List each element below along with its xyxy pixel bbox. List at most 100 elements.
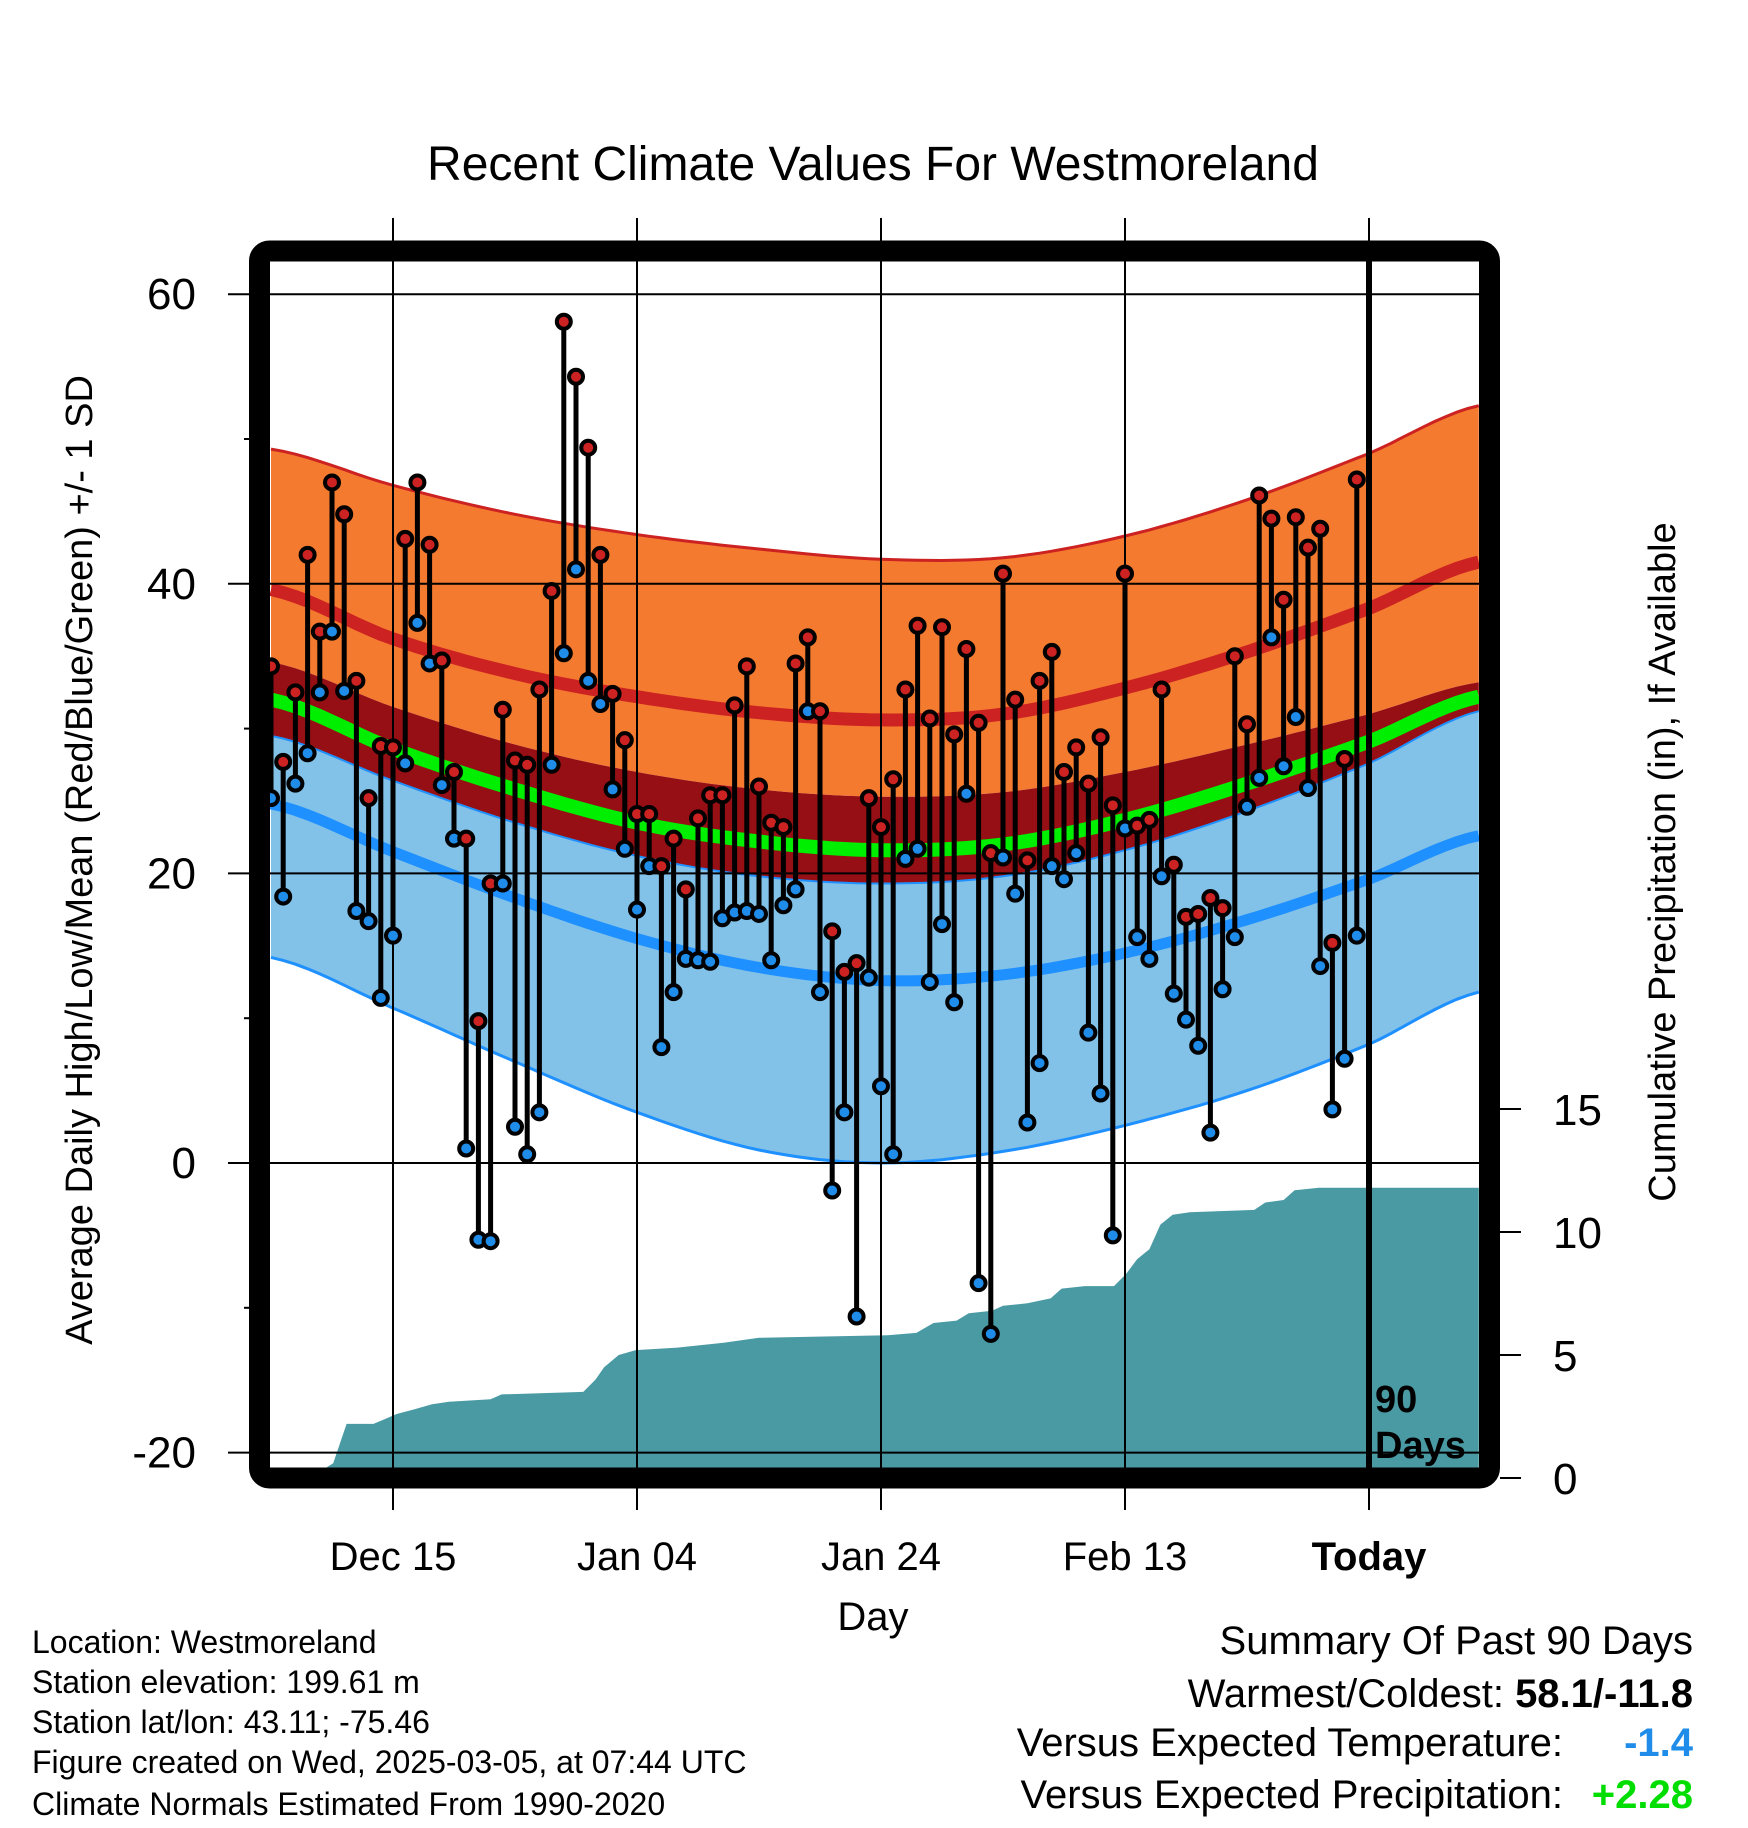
daily-low-point [493,874,512,893]
daily-high-point [994,564,1012,583]
daily-high-point [323,473,341,492]
daily-high-point [896,680,915,699]
daily-high-point [347,671,366,690]
daily-low-point [603,780,622,799]
x-axis-label: Day [837,1595,908,1639]
x-tick-label: Jan 04 [577,1535,697,1579]
daily-low-point [1201,1123,1220,1142]
y-tick-label: 0 [172,1139,196,1188]
daily-high-point [518,755,537,774]
today-days-label-2: Days [1375,1425,1466,1467]
daily-low-point [1335,1049,1354,1068]
daily-low-point [1140,949,1159,968]
daily-low-point [554,644,573,663]
daily-low-point [1213,980,1232,999]
footer-latlon: Station lat/lon: 43.11; -75.46 [32,1704,430,1740]
daily-low-point [1042,857,1061,876]
daily-low-point [896,849,915,868]
daily-low-point [518,1145,537,1164]
daily-low-point [884,1145,903,1164]
daily-high-point [798,628,817,647]
low-sd-band [271,711,1479,1163]
daily-high-point [750,777,768,796]
daily-high-point [713,786,732,805]
daily-high-point [847,954,866,973]
y2-axis-label: Cumulative Precipitation (in), If Availa… [1642,522,1684,1201]
daily-high-point [859,789,878,808]
y-axis-label: Average Daily High/Low/Mean (Red/Blue/Gr… [59,375,101,1345]
daily-high-point [1274,590,1293,609]
daily-high-point [1152,680,1171,699]
daily-high-point [1091,728,1110,747]
footer-location: Location: Westmoreland [32,1624,377,1660]
daily-high-point [1238,715,1256,734]
daily-low-point [1091,1084,1110,1103]
daily-high-point [1140,810,1159,829]
daily-low-point [811,983,829,1002]
summary-warmest-value: 58.1/-11.8 [1515,1672,1693,1716]
daily-high-point [957,639,976,658]
daily-high-point [1116,564,1134,583]
daily-low-point [823,1181,842,1200]
y2-tick-label: 0 [1553,1455,1577,1504]
daily-low-point [481,1232,500,1251]
y2-tick-label: 15 [1553,1086,1602,1135]
daily-high-point [1225,647,1244,666]
daily-high-point [567,367,585,386]
daily-high-point [1030,671,1049,690]
daily-high-point [579,438,598,457]
daily-low-point [1347,926,1366,945]
daily-low-point [652,1038,671,1057]
daily-low-point [981,1324,1000,1343]
daily-high-point [469,1012,488,1031]
daily-high-point [908,616,927,635]
daily-low-point [408,613,427,632]
daily-high-point [1335,750,1354,769]
daily-low-point [762,951,781,970]
daily-low-point [615,839,634,858]
daily-high-point [445,763,463,782]
daily-high-point [1103,796,1122,815]
daily-high-point [615,731,634,750]
daily-low-point [530,1103,549,1122]
daily-high-point [920,709,939,728]
daily-low-point [579,671,598,690]
daily-high-point [689,809,707,828]
high-sd-band [271,405,1479,797]
daily-high-point [664,829,683,848]
daily-high-point [396,529,415,548]
overlap-band [271,662,1479,884]
x-tick-label: Feb 13 [1063,1535,1188,1579]
daily-high-point [420,535,439,554]
daily-low-point [270,789,280,808]
daily-high-point [933,618,951,637]
daily-high-point [774,818,793,837]
summary-precip: Versus Expected Precipitation: +2.28 [1020,1775,1693,1815]
daily-high-point [1213,899,1232,918]
daily-high-point [1311,519,1330,538]
daily-low-point [1018,1113,1037,1132]
daily-low-point [591,694,610,713]
y-tick-label: 60 [147,270,196,319]
axis-labels: 60 40 20 0 -20 Dec 15 Jan 04 Jan 24 Feb 13 Today 1… [132,270,1602,1579]
summary-temp: Versus Expected Temperature: -1.4 [1017,1723,1693,1763]
daily-low-point [957,784,976,803]
summary-warmest-label: Warmest/Coldest: [1187,1672,1516,1716]
daily-low-point [969,1274,988,1293]
daily-high-point [737,657,756,676]
chart-title: Recent Climate Values For Westmoreland [427,138,1319,191]
daily-high-point [811,702,829,721]
daily-low-point [432,776,451,795]
precipitation-area [325,1187,1479,1468]
daily-low-point [1274,757,1293,776]
daily-high-point [286,683,305,702]
daily-low-point [872,1077,890,1096]
daily-low-point [506,1117,524,1136]
daily-low-point [286,774,305,793]
daily-high-point [823,922,842,941]
daily-high-point [652,857,671,876]
daily-high-point [945,725,964,744]
daily-high-point [270,657,280,676]
daily-high-point [1347,470,1366,489]
daily-high-point [1262,509,1281,528]
